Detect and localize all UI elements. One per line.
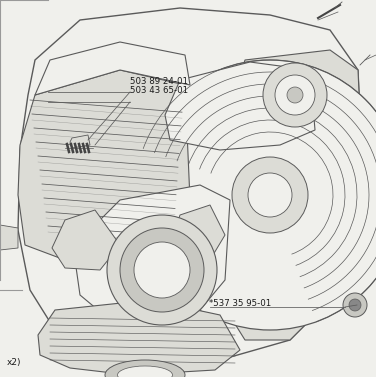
Circle shape (248, 173, 292, 217)
Polygon shape (210, 50, 362, 340)
Circle shape (287, 87, 303, 103)
Ellipse shape (105, 360, 185, 377)
Polygon shape (18, 70, 190, 260)
Circle shape (232, 157, 308, 233)
Polygon shape (52, 210, 120, 270)
Circle shape (263, 63, 327, 127)
Polygon shape (0, 225, 18, 250)
Circle shape (107, 215, 217, 325)
Circle shape (135, 60, 376, 330)
Circle shape (349, 299, 361, 311)
Polygon shape (170, 205, 225, 265)
Text: 503 43 65-01: 503 43 65-01 (130, 86, 188, 95)
Circle shape (275, 75, 315, 115)
Text: x2): x2) (7, 358, 21, 367)
Text: *537 35 95-01: *537 35 95-01 (209, 299, 271, 308)
Polygon shape (75, 185, 230, 325)
Polygon shape (35, 42, 190, 95)
Polygon shape (165, 62, 315, 150)
Circle shape (134, 242, 190, 298)
Circle shape (343, 293, 367, 317)
Ellipse shape (117, 366, 173, 377)
Circle shape (120, 228, 204, 312)
Polygon shape (18, 8, 362, 368)
Polygon shape (38, 300, 240, 375)
Polygon shape (70, 135, 90, 148)
Text: 503 89 24-01: 503 89 24-01 (130, 77, 188, 86)
